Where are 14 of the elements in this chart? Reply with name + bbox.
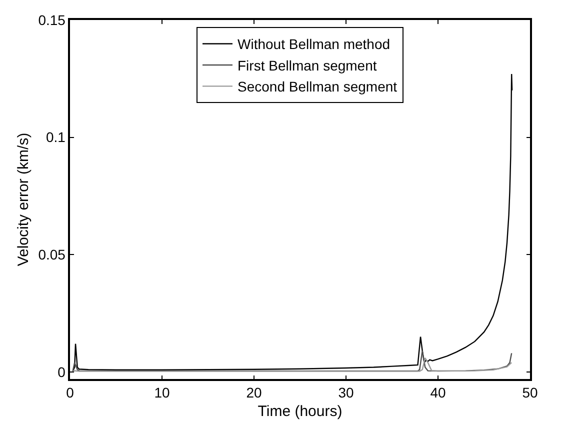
y-axis-title: Velocity error (km/s) <box>14 132 32 266</box>
y-tick-label: 0.15 <box>38 12 66 28</box>
x-tick-label: 40 <box>430 384 446 401</box>
y-tick-label: 0 <box>58 364 66 380</box>
x-tick-label: 10 <box>154 384 170 401</box>
x-tick-label: 30 <box>338 384 354 401</box>
legend-label: First Bellman segment <box>238 57 377 74</box>
y-tick-label: 0.05 <box>38 246 66 263</box>
x-tick-label: 20 <box>246 384 262 401</box>
y-tick-label: 0.1 <box>46 129 66 146</box>
legend-label: Second Bellman segment <box>238 78 398 95</box>
x-tick-label: 50 <box>522 384 538 401</box>
legend-label: Without Bellman method <box>238 36 390 52</box>
x-axis-title: Time (hours) <box>258 403 342 420</box>
